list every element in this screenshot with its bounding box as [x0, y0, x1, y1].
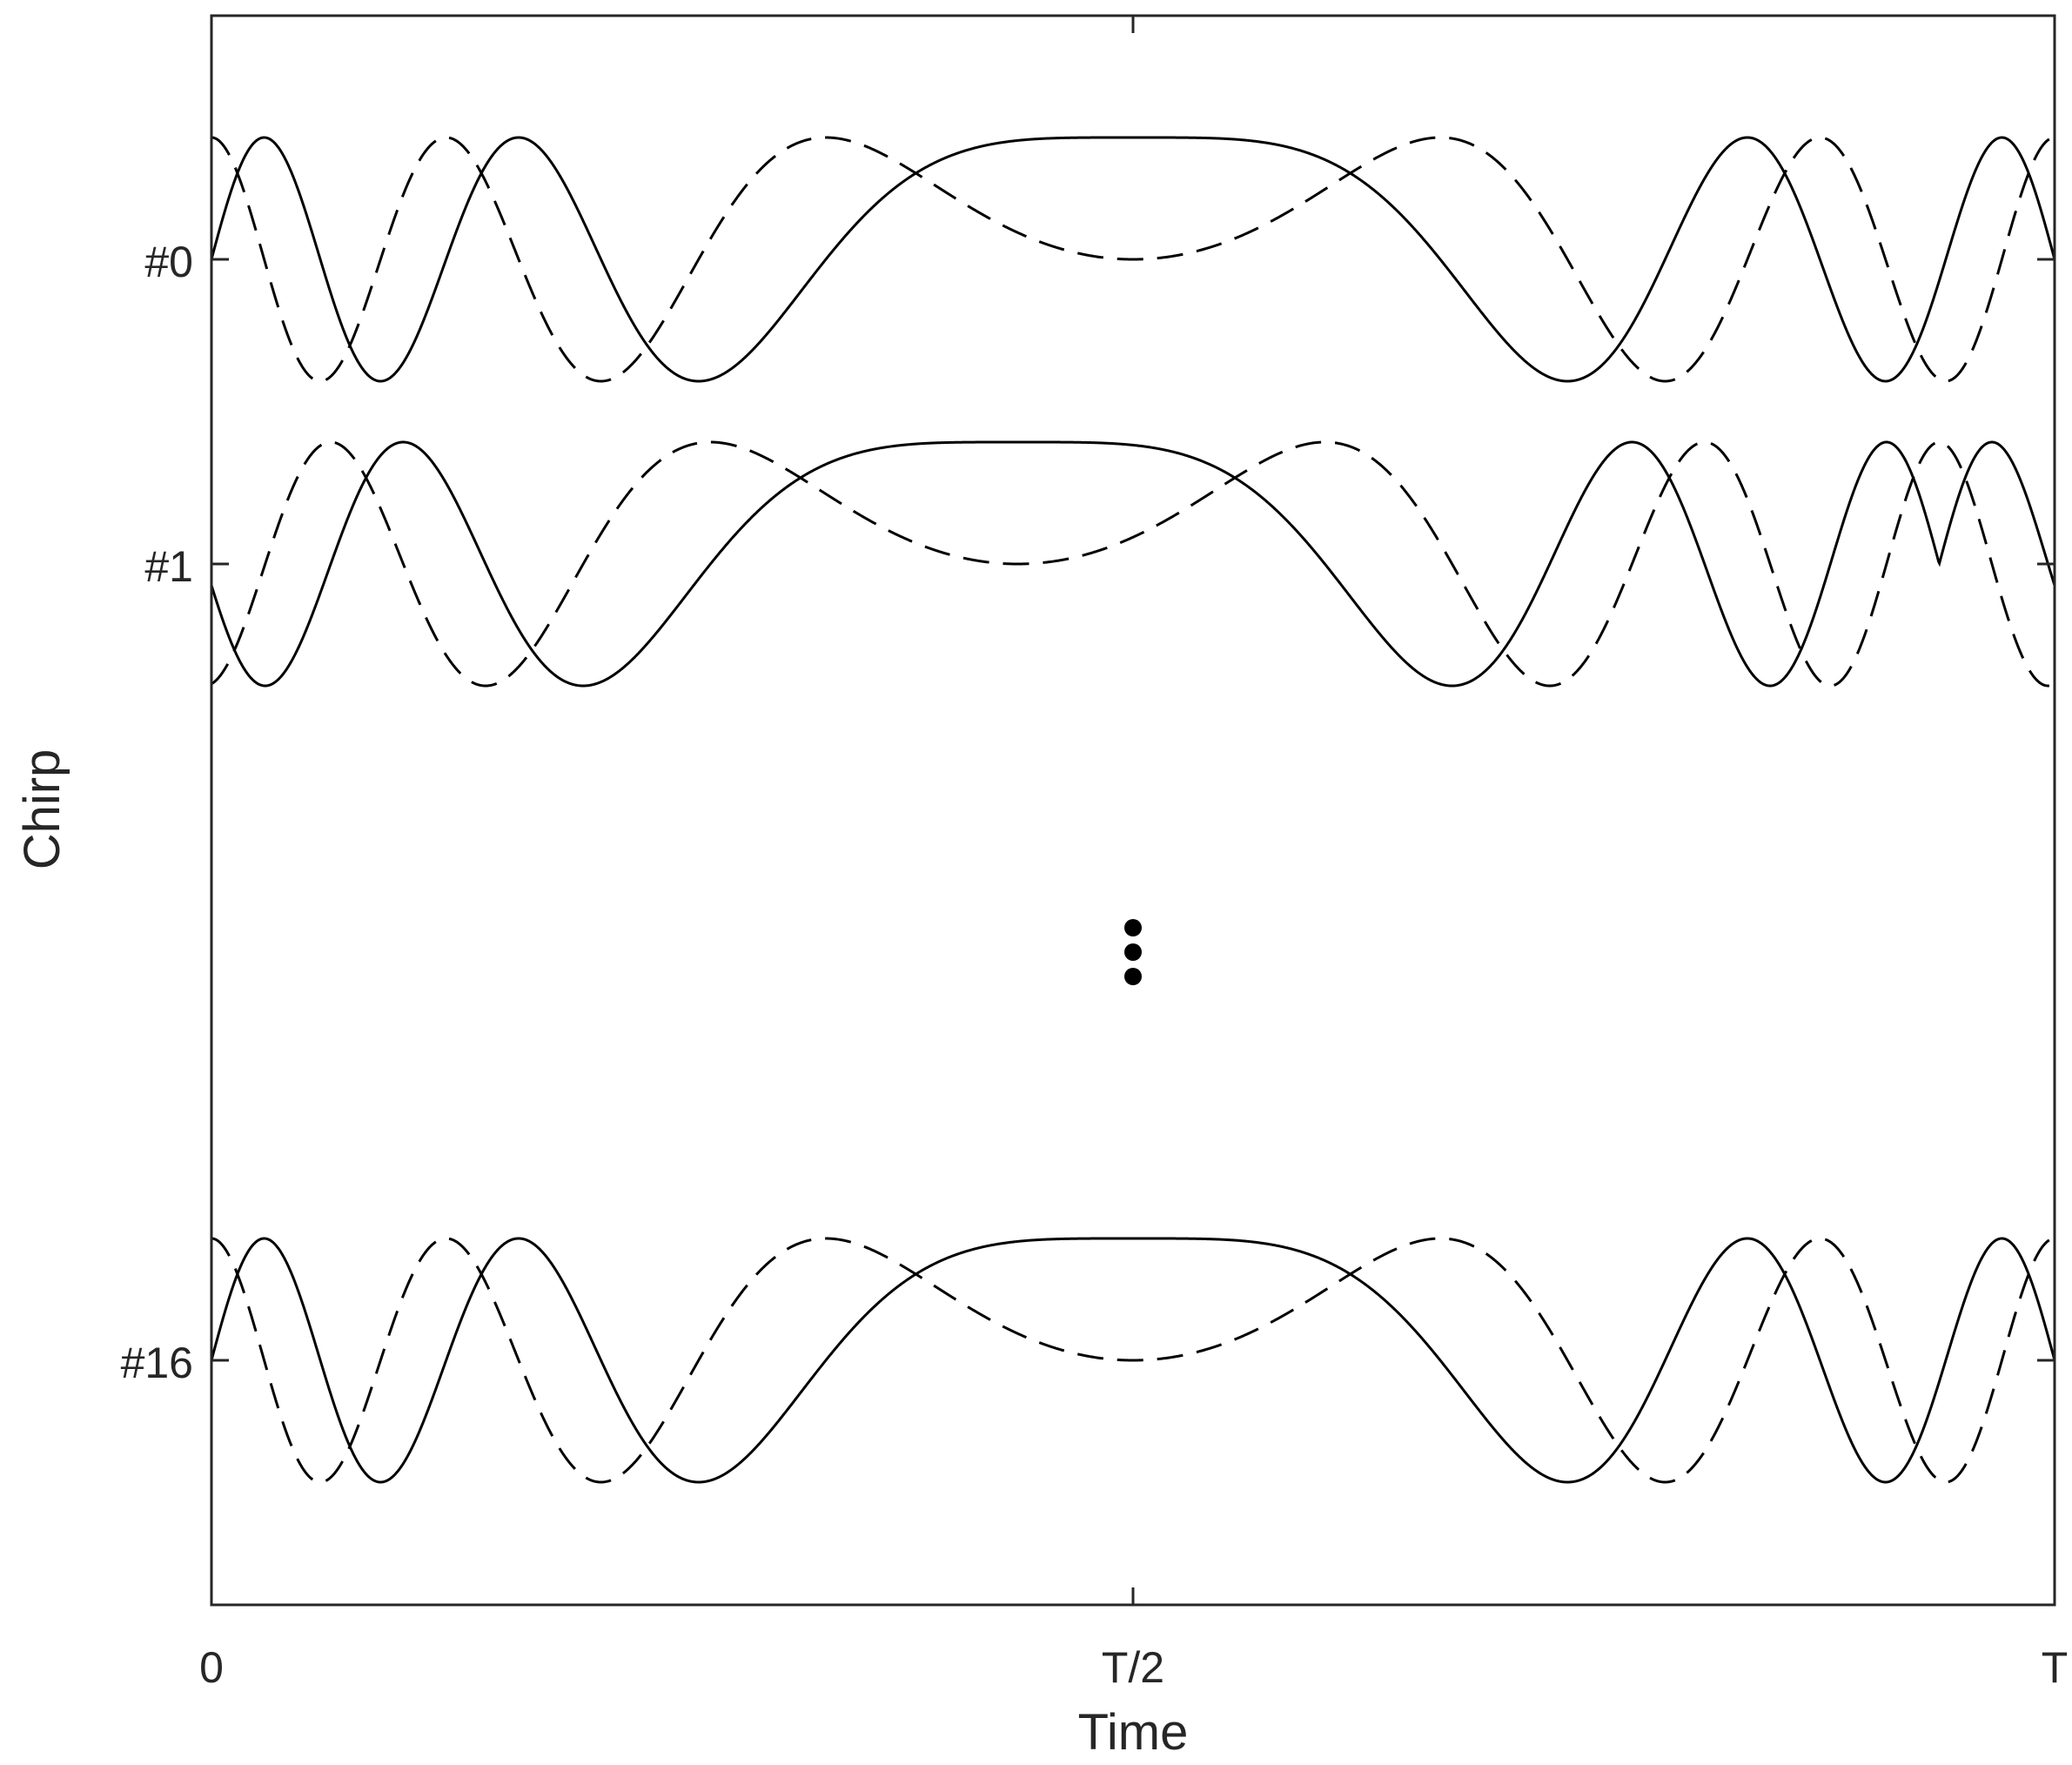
y-tick-label-chirp-1: #1	[144, 542, 193, 591]
chirp-1-dashed-line	[211, 440, 2055, 688]
ellipsis-dot-1	[1124, 943, 1142, 961]
y-tick-label-chirp-16: #16	[121, 1339, 193, 1387]
chirp-16-solid-line	[210, 1237, 2056, 1484]
series-layer	[210, 136, 2056, 1484]
chirp-16-dashed-line	[211, 1237, 2055, 1484]
chirp-1-solid-line	[210, 440, 2056, 688]
ticks	[210, 16, 2056, 1605]
x-tick-label-T: T	[2042, 1643, 2069, 1692]
y-tick-label-chirp-0: #0	[144, 238, 193, 286]
ellipsis-dot-2	[1124, 968, 1142, 985]
x-tick-label-half: T/2	[1102, 1643, 1164, 1692]
ellipsis-dot-0	[1124, 919, 1142, 936]
plot-background	[211, 16, 2055, 1605]
chirp-0-dashed-line	[211, 136, 2055, 383]
chirp-0-solid-line	[210, 136, 2056, 383]
x-axis-label: Time	[1078, 1704, 1189, 1761]
y-axis-label: Chirp	[14, 749, 70, 870]
x-tick-label-0: 0	[199, 1643, 224, 1692]
ellipsis	[1124, 919, 1142, 985]
